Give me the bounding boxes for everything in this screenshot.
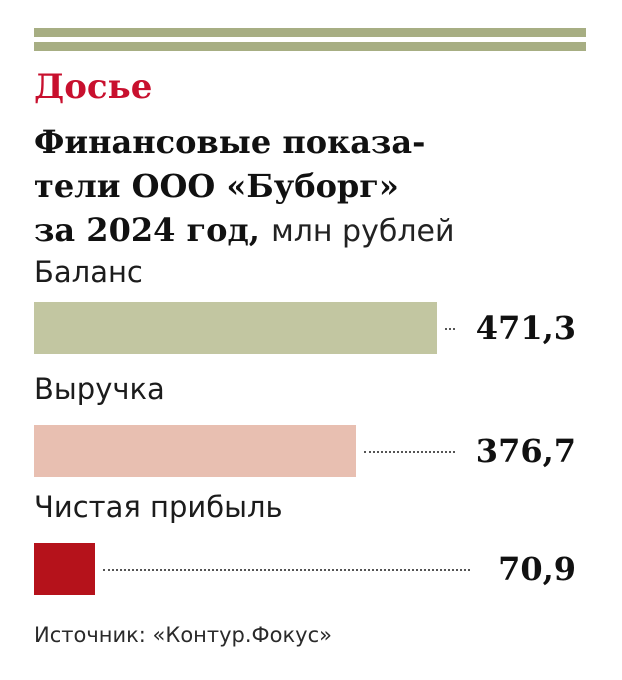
- title-line: тели ООО «Буборг»: [34, 167, 399, 205]
- bar: [34, 425, 356, 477]
- source-note: Источник: «Контур.Фокус»: [34, 623, 332, 647]
- title-line: Финансовые показа-: [34, 123, 426, 161]
- title-line: за 2024 год, млн рублей: [34, 208, 594, 254]
- unit-label: млн рублей: [271, 214, 455, 249]
- category-label: Баланс: [34, 255, 143, 289]
- value-label: 471,3: [475, 309, 576, 347]
- value-label: 70,9: [498, 550, 576, 588]
- value-label: 376,7: [475, 432, 576, 470]
- top-rule: [34, 28, 586, 37]
- top-rule-second: [34, 42, 586, 51]
- chart-title: Финансовые показа- тели ООО «Буборг» за …: [34, 120, 594, 254]
- leader-line: [445, 328, 455, 330]
- category-label: Выручка: [34, 372, 165, 406]
- leader-line: [364, 451, 455, 453]
- title-line-year: за 2024 год,: [34, 211, 260, 249]
- bar: [34, 543, 95, 595]
- bar: [34, 302, 437, 354]
- leader-line: [103, 569, 470, 571]
- kicker-dossier: Досье: [34, 67, 153, 107]
- category-label: Чистая прибыль: [34, 490, 283, 524]
